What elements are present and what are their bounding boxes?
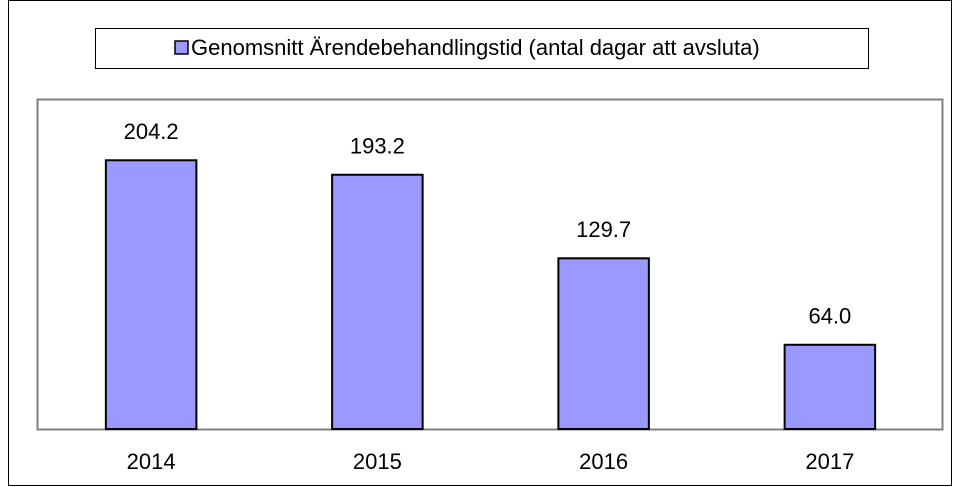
value-label: 193.2: [350, 134, 405, 159]
bar: [104, 159, 198, 430]
legend-label: Genomsnitt Ärendebehandlingstid (antal d…: [191, 35, 760, 60]
value-label: 129.7: [576, 217, 631, 242]
legend-box: [95, 28, 869, 69]
x-tick-label: 2015: [353, 449, 402, 474]
value-label: 64.0: [808, 304, 851, 329]
bar: [331, 173, 424, 430]
x-tick-label: 2017: [805, 449, 854, 474]
legend-swatch: [174, 40, 189, 55]
bar: [783, 343, 877, 430]
bar: [557, 257, 650, 430]
x-tick-label: 2016: [579, 449, 628, 474]
value-label: 204.2: [124, 119, 179, 144]
x-tick-label: 2014: [127, 449, 176, 474]
